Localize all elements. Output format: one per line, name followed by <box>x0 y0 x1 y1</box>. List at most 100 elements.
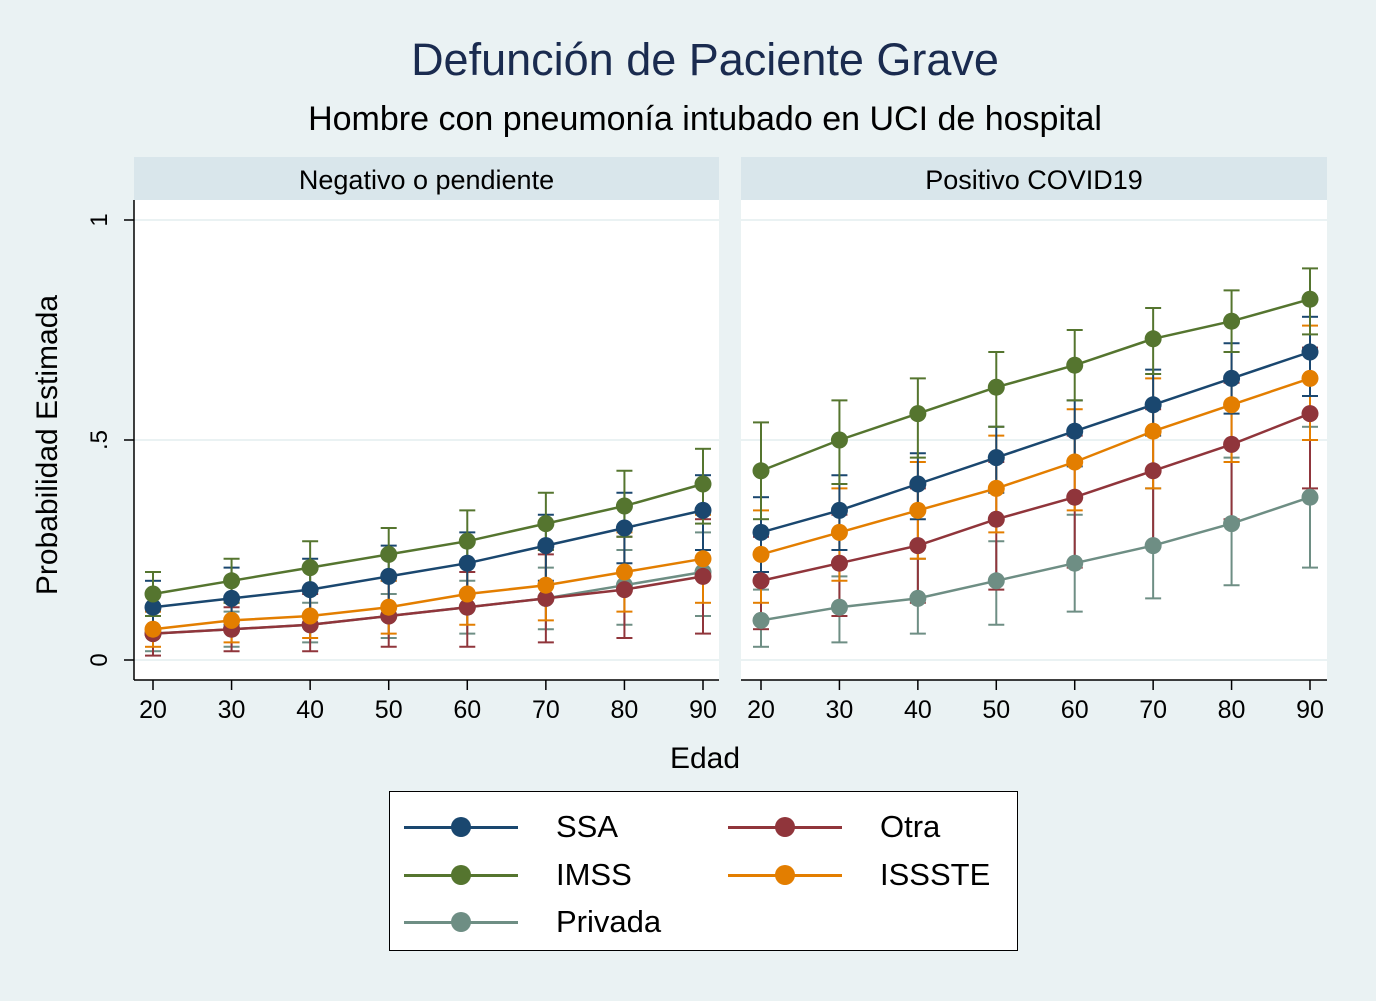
panel-2-imss-point-4 <box>1066 356 1084 374</box>
panel-2-issste-point-5 <box>1144 422 1162 440</box>
panel-2-otra-point-0 <box>752 572 770 590</box>
panel-1-x-tick-label-4: 60 <box>453 696 481 724</box>
panel-2-privada-point-2 <box>909 589 927 607</box>
panel-1-ssa-point-3 <box>380 567 398 585</box>
panel-1-issste-point-6 <box>615 563 633 581</box>
legend-key-issste <box>714 855 844 895</box>
legend-marker-otra <box>775 817 795 837</box>
panel-1-imss-point-1 <box>223 572 241 590</box>
panel-2-x-tick-label-4: 60 <box>1061 696 1089 724</box>
legend-marker-privada <box>451 912 471 932</box>
panel-2-x-tick-label-6: 80 <box>1218 696 1246 724</box>
panel-2-x-tick-label-0: 20 <box>747 696 775 724</box>
y-tick-label-2: 1 <box>86 213 113 226</box>
panel-2-privada-point-0 <box>752 611 770 629</box>
chart-subtitle: Hombre con pneumonía intubado en UCI de … <box>308 100 1102 138</box>
panel-2-ssa-point-1 <box>830 501 848 519</box>
legend: SSA Otra IMSS ISSSTE Privada <box>389 791 1018 951</box>
panel-1-ssa-point-7 <box>694 501 712 519</box>
panel-1-otra-point-7 <box>694 567 712 585</box>
legend-marker-issste <box>775 865 795 885</box>
panel-1-ssa-point-1 <box>223 589 241 607</box>
panel-1-imss-point-6 <box>615 497 633 515</box>
y-tick-label-1: .5 <box>86 430 113 450</box>
legend-label-imss: IMSS <box>556 857 632 892</box>
panel-1-x-tick-label-6: 80 <box>611 696 639 724</box>
panel-1-issste-point-3 <box>380 598 398 616</box>
panel-1-ssa-point-5 <box>537 537 555 555</box>
panel-2-issste-point-2 <box>909 501 927 519</box>
panel-2-privada-point-7 <box>1301 488 1319 506</box>
panel-2-title: Positivo COVID19 <box>925 165 1143 195</box>
panel-2-issste-point-4 <box>1066 453 1084 471</box>
panel-2-imss-point-1 <box>830 431 848 449</box>
panel-2-issste-point-7 <box>1301 369 1319 387</box>
legend-key-otra <box>714 807 844 847</box>
panel-1-otra-line <box>152 575 704 635</box>
panel-2-ssa-point-3 <box>987 449 1005 467</box>
panel-1-issste-point-2 <box>301 607 319 625</box>
panel-2-issste-point-1 <box>830 523 848 541</box>
panel-2-privada-line <box>760 496 1311 622</box>
legend-label-issste: ISSSTE <box>880 857 991 892</box>
panel-1-issste-point-1 <box>223 611 241 629</box>
panel-1-ssa-point-2 <box>301 581 319 599</box>
legend-marker-imss <box>451 865 471 885</box>
panel-2-imss-point-2 <box>909 405 927 423</box>
panel-1-issste-point-5 <box>537 576 555 594</box>
panel-2-x-tick-label-5: 70 <box>1139 696 1167 724</box>
panel-2-privada-point-1 <box>830 598 848 616</box>
panel-1-header <box>134 157 719 200</box>
panel-2-imss-line <box>760 297 1311 472</box>
panel-2-otra-point-1 <box>830 554 848 572</box>
panel-2-issste-point-0 <box>752 545 770 563</box>
panel-1-issste-point-4 <box>458 585 476 603</box>
panel-2-ssa-point-4 <box>1066 422 1084 440</box>
legend-marker-ssa <box>451 817 471 837</box>
legend-item-ssa: SSA <box>390 807 618 847</box>
panel-1-x-tick-label-7: 90 <box>689 696 717 724</box>
panel-2-otra-point-2 <box>909 537 927 555</box>
panel-2-ssa-point-6 <box>1223 369 1241 387</box>
panel-2-imss-point-5 <box>1144 330 1162 348</box>
panel-2-imss-point-6 <box>1223 312 1241 330</box>
panel-1-x-tick-label-1: 30 <box>218 696 246 724</box>
panel-2-otra-line <box>760 412 1311 583</box>
chart-title: Defunción de Paciente Grave <box>411 34 999 85</box>
panel-1-ssa-point-6 <box>615 519 633 537</box>
legend-key-ssa <box>390 807 520 847</box>
panel-2-imss-point-3 <box>987 378 1005 396</box>
panel-1-imss-line <box>152 482 704 596</box>
panel-2-privada-point-4 <box>1066 554 1084 572</box>
panel-2-x-tick-label-2: 40 <box>904 696 932 724</box>
y-tick-label-0: 0 <box>86 653 113 666</box>
panel-2-ssa-point-0 <box>752 523 770 541</box>
panel-1-imss-point-2 <box>301 559 319 577</box>
panel-1-otra-point-6 <box>615 581 633 599</box>
panel-2-issste-point-6 <box>1223 396 1241 414</box>
panel-1-imss-point-3 <box>380 545 398 563</box>
panel-2-privada-point-3 <box>987 572 1005 590</box>
panel-2-imss-point-0 <box>752 462 770 480</box>
panel-2-issste-line <box>760 377 1311 556</box>
chart-area: Negativo o pendiente 0 .5 1 20 30 40 50 60 70 80 90… <box>86 157 1327 724</box>
x-axis-label: Edad <box>669 742 741 775</box>
panel-2-otra-point-5 <box>1144 462 1162 480</box>
panel-1-otra-point-5 <box>537 589 555 607</box>
panel-1-x-tick-label-5: 70 <box>532 696 560 724</box>
panel-1-x-tick-label-0: 20 <box>139 696 167 724</box>
panel-1-issste-line <box>152 557 704 631</box>
panel-2-x-tick-label-1: 30 <box>826 696 854 724</box>
panel-2-ssa-point-5 <box>1144 396 1162 414</box>
legend-item-otra: Otra <box>714 807 940 847</box>
legend-key-imss <box>390 855 520 895</box>
panel-2-ssa-line <box>760 350 1311 534</box>
panel-1-issste-point-0 <box>144 620 162 638</box>
panel-1-imss-point-5 <box>537 515 555 533</box>
legend-label-otra: Otra <box>880 809 941 844</box>
panel-2-privada-point-5 <box>1144 537 1162 555</box>
panel-2-otra-point-3 <box>987 510 1005 528</box>
panel-1-ssa-point-0 <box>144 598 162 616</box>
panel-2-x-tick-label-3: 50 <box>982 696 1010 724</box>
panel-1-ssa-line <box>152 509 704 609</box>
